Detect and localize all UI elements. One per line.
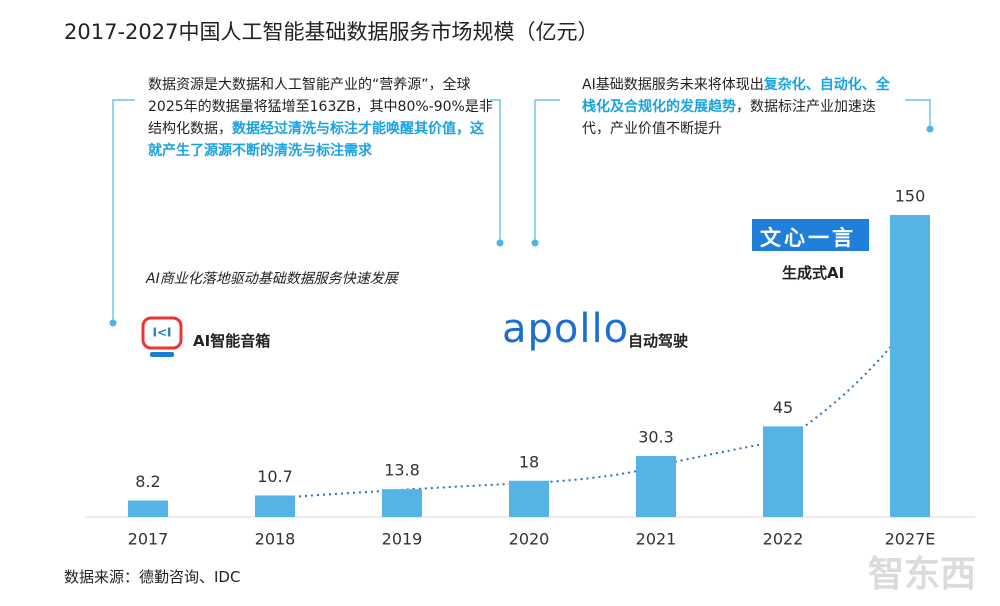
annotation-text: 数据经过清洗与标注才能唤醒其价值，这就产生了源源不断的清洗与标注需求 [148, 121, 484, 159]
value-label: 10.7 [257, 467, 293, 486]
x-tick-label: 2027E [885, 530, 936, 549]
bar [763, 426, 803, 517]
value-label: 45 [773, 398, 793, 417]
x-tick-label: 2019 [382, 530, 423, 549]
source: 数据来源：德勤咨询、IDC [64, 568, 241, 586]
apollo-logo: apollo [502, 306, 630, 352]
annotation-text: 复杂化、自动化、全栈化及合规化的发展趋势 [582, 77, 890, 115]
apollo-label: 自动驾驶 [628, 332, 689, 350]
annotation: 数据资源是大数据和人工智能产业的“营养源”，全球2025年的数据量将猛增至163… [148, 74, 493, 162]
bar [890, 215, 930, 517]
bar [382, 489, 422, 517]
trend-line [274, 319, 913, 499]
x-tick-label: 2018 [255, 530, 296, 549]
chart-title: 2017-2027中国人工智能基础数据服务市场规模（亿元） [64, 20, 599, 44]
ernie-box [752, 219, 869, 251]
x-tick-label: 2022 [763, 530, 804, 549]
speaker-label: AI智能音箱 [193, 332, 271, 350]
annotation: AI基础数据服务未来将体现出复杂化、自动化、全栈化及合规化的发展趋势，数据标注产… [582, 74, 902, 140]
ernie-label: 生成式AI [782, 264, 845, 282]
svg-text:I<I: I<I [153, 326, 172, 340]
bar [255, 495, 295, 517]
value-label: 8.2 [135, 472, 160, 491]
value-label: 13.8 [384, 461, 420, 480]
annotation-text: 数据资源是大数据和人工智能产业的“营养源”，全球2025年的数据量将猛增至163… [148, 77, 493, 137]
subtitle: AI商业化落地驱动基础数据服务快速发展 [146, 271, 398, 287]
bar [509, 480, 549, 517]
value-label: 150 [895, 187, 926, 206]
watermark: 智东西 [868, 554, 977, 595]
callout-lines [112, 99, 931, 320]
callout-dots [109, 125, 934, 327]
value-label: 18 [519, 452, 539, 471]
x-tick-label: 2020 [509, 530, 550, 549]
ernie-logo: 文心一言 [760, 226, 856, 250]
bar [636, 455, 676, 517]
annotation-text: AI基础数据服务未来将体现出 [582, 77, 764, 93]
speaker-icon: I<I [141, 316, 183, 357]
bar [128, 500, 168, 517]
x-tick-label: 2021 [636, 530, 677, 549]
value-label: 30.3 [638, 427, 674, 446]
x-tick-label: 2017 [128, 530, 169, 549]
annotation-text: ，数据标注产业加速迭代，产业价值不断提升 [582, 99, 876, 137]
